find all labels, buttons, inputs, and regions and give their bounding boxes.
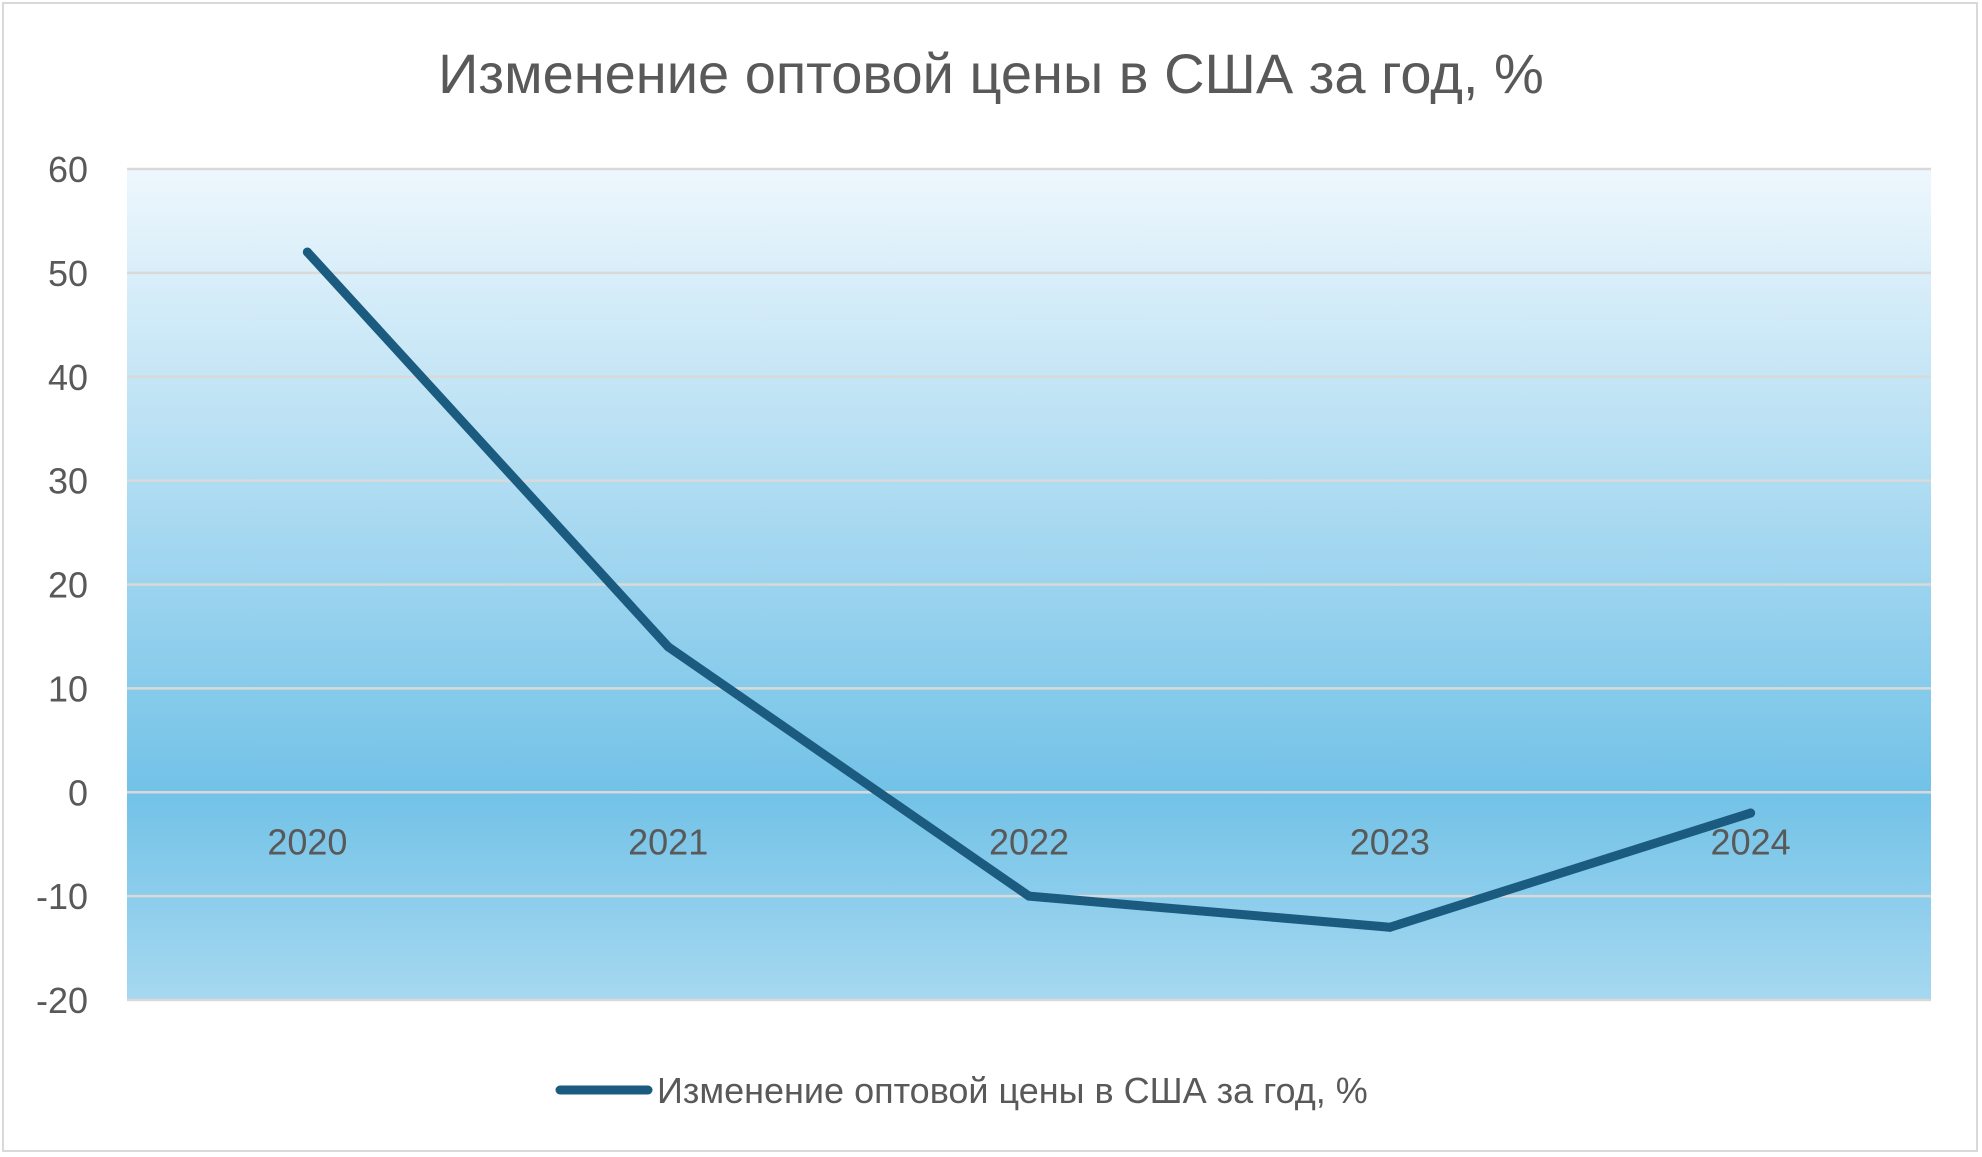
- data-point: [1024, 891, 1034, 901]
- x-tick-label: 2023: [1350, 821, 1430, 862]
- chart-title: Изменение оптовой цены в США за год, %: [438, 42, 1544, 105]
- data-point: [302, 247, 312, 257]
- series-layer: [302, 247, 1756, 932]
- x-tick-label: 2021: [628, 821, 708, 862]
- gridlines: [127, 167, 1931, 1002]
- data-point: [663, 642, 673, 652]
- y-tick-label: 50: [48, 253, 88, 294]
- y-tick-label: 30: [48, 461, 88, 502]
- y-tick-label: 40: [48, 357, 88, 398]
- x-tick-label: 2024: [1711, 821, 1791, 862]
- data-point: [1746, 808, 1756, 818]
- data-point: [1385, 922, 1395, 932]
- y-tick-label: -20: [36, 980, 88, 1021]
- x-tick-label: 2022: [989, 821, 1069, 862]
- y-tick-label: 0: [68, 772, 88, 813]
- legend: Изменение оптовой цены в США за год, %: [555, 1070, 1368, 1111]
- y-tick-label: 20: [48, 565, 88, 606]
- x-axis-ticks: 2020 2021 2022 2023 2024: [267, 821, 1790, 862]
- y-axis-ticks: 60 50 40 30 20 10 0 -10 -20: [36, 149, 88, 1021]
- y-tick-label: 60: [48, 149, 88, 190]
- legend-label: Изменение оптовой цены в США за год, %: [657, 1070, 1368, 1111]
- y-tick-label: 10: [48, 668, 88, 709]
- y-tick-label: -10: [36, 876, 88, 917]
- x-tick-label: 2020: [267, 821, 347, 862]
